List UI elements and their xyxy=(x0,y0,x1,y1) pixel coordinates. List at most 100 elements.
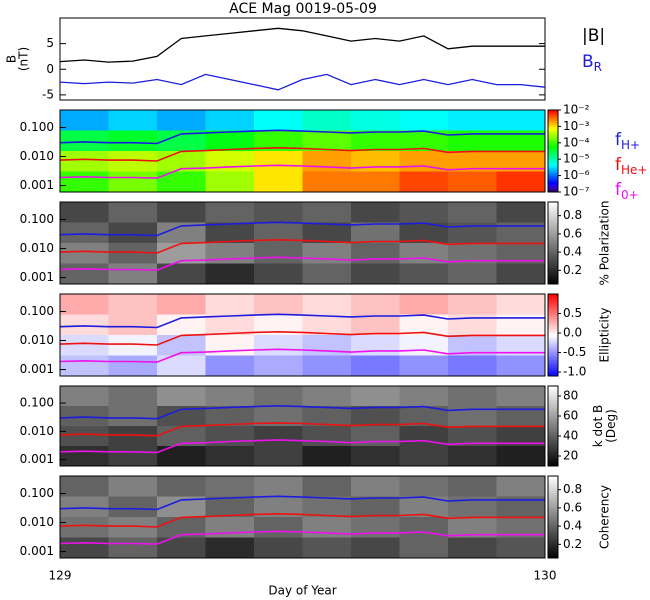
heatmap-cell xyxy=(448,406,497,427)
heatmap-cell xyxy=(399,263,449,285)
heatmap-cell xyxy=(254,130,303,152)
legend-entry: fHe+ xyxy=(615,155,647,177)
colorbar-strip xyxy=(548,328,558,332)
colorbar-strip xyxy=(548,173,558,177)
y-tick-label: 0.010 xyxy=(20,241,54,255)
heatmap-cell xyxy=(302,110,352,131)
heatmap-cell xyxy=(108,202,158,223)
gyrofrequency-line xyxy=(60,164,545,179)
heatmap-cell xyxy=(302,355,352,377)
gyrofrequency-line xyxy=(60,439,545,454)
colorbar-strip xyxy=(548,114,558,117)
heatmap-cell xyxy=(302,314,352,336)
colorbar-strip xyxy=(548,420,558,423)
y-tick-label: 0.100 xyxy=(20,304,54,318)
heatmap-cell xyxy=(108,426,158,447)
colorbar-strip xyxy=(548,496,558,500)
colorbar-strip xyxy=(548,512,558,516)
heatmap-cell xyxy=(254,386,303,407)
colorbar-strip xyxy=(548,224,558,228)
colorbar-strip xyxy=(548,367,558,371)
heatmap-cell xyxy=(108,171,158,193)
heatmap-cell xyxy=(302,426,352,447)
heatmap-cell xyxy=(448,110,497,131)
gyrofrequency-line xyxy=(60,512,545,528)
colorbar-strip xyxy=(548,545,558,549)
heatmap-cell xyxy=(399,294,449,315)
heatmap-cell xyxy=(496,263,546,285)
heatmap-cell xyxy=(254,110,303,131)
heatmap-cell xyxy=(399,314,449,336)
heatmap-cell xyxy=(496,171,546,193)
gyrofrequency-line xyxy=(60,530,545,545)
colorbar-frame xyxy=(547,293,559,377)
colorbar-label: % Polarization xyxy=(598,201,612,286)
colorbar-strip xyxy=(548,514,558,518)
colorbar-strip xyxy=(548,547,558,551)
colorbar-strip xyxy=(548,218,558,221)
colorbar-frame xyxy=(547,385,559,467)
colorbar-strip xyxy=(548,371,558,375)
colorbar-frame xyxy=(547,201,559,285)
colorbar-strip xyxy=(548,351,558,354)
colorbar-strip xyxy=(548,222,558,226)
heatmap-cell xyxy=(157,355,206,377)
colorbar-strip xyxy=(548,402,558,405)
heatmap-cell xyxy=(448,517,497,538)
heatmap-cell xyxy=(254,314,303,336)
y-tick-label: 5 xyxy=(46,36,54,50)
heatmap-cell xyxy=(302,496,352,518)
colorbar-strip xyxy=(548,533,558,536)
colorbar-strip xyxy=(548,136,558,140)
colorbar-strip xyxy=(548,527,558,530)
heatmap-cell xyxy=(302,151,352,172)
colorbar-strip xyxy=(548,390,558,393)
heatmap-cell xyxy=(448,355,497,377)
gyrofrequency-line xyxy=(60,422,545,437)
heatmap-cell xyxy=(496,537,546,559)
heatmap-cell xyxy=(399,406,449,427)
heatmap-cell xyxy=(60,355,109,377)
colorbar-strip xyxy=(548,553,558,557)
colorbar-strip xyxy=(548,308,558,311)
colorbar-strip xyxy=(548,414,558,417)
heatmap-cell xyxy=(351,426,400,447)
heatmap-cell xyxy=(205,314,255,336)
heatmap-cell xyxy=(205,406,255,427)
heatmap-cell xyxy=(205,294,255,315)
colorbar-strip xyxy=(548,148,558,152)
colorbar-strip xyxy=(548,335,558,338)
heatmap-cell xyxy=(60,110,109,131)
colorbar-strip xyxy=(548,478,558,481)
heatmap-cell xyxy=(496,335,546,356)
colorbar-strip xyxy=(548,539,558,543)
heatmap-cell xyxy=(205,202,255,223)
heatmap-cell xyxy=(302,517,352,538)
colorbar-strip xyxy=(548,446,558,449)
colorbar-tick-label: 0.2 xyxy=(563,263,582,277)
colorbar-strip xyxy=(548,275,558,279)
colorbar-strip xyxy=(548,448,558,451)
colorbar-strip xyxy=(548,163,558,166)
colorbar-strip xyxy=(548,322,558,326)
gyrofrequency-line xyxy=(60,129,545,145)
colorbar-strip xyxy=(548,243,558,246)
colorbar-strip xyxy=(548,355,558,359)
heatmap-cell xyxy=(399,537,449,559)
heatmap-cell xyxy=(496,517,546,538)
heatmap-cell xyxy=(351,335,400,356)
heatmap-cell xyxy=(302,446,352,467)
heatmap-cell xyxy=(302,202,352,223)
colorbar-strip xyxy=(548,220,558,223)
colorbar-strip xyxy=(548,273,558,277)
heatmap-cell xyxy=(448,222,497,244)
colorbar-strip xyxy=(548,464,558,467)
plot-frame xyxy=(59,385,546,467)
heatmap-cell xyxy=(60,294,109,315)
heatmap-cell xyxy=(157,476,206,497)
heatmap-cell xyxy=(60,335,109,356)
colorbar-strip xyxy=(548,373,558,377)
colorbar-strip xyxy=(548,279,558,283)
heatmap-cell xyxy=(254,202,303,223)
